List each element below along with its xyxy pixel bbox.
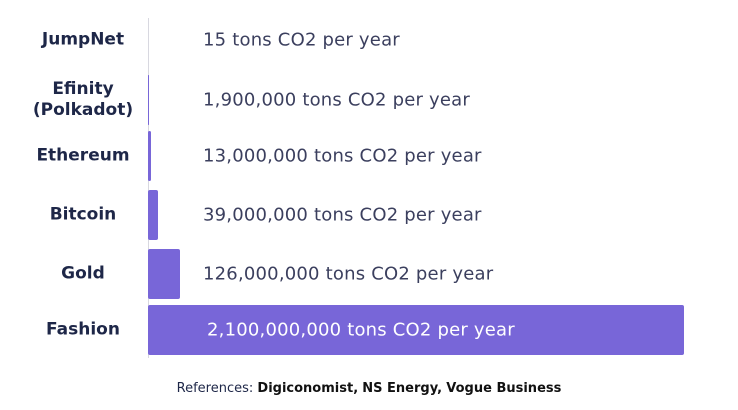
category-label: Efinity (Polkadot) xyxy=(32,79,134,120)
category-label: JumpNet xyxy=(41,29,125,50)
value-label: 39,000,000 tons CO2 per year xyxy=(203,204,482,226)
bar xyxy=(148,131,152,181)
footer-label: References: xyxy=(176,381,254,396)
value-label: 1,900,000 tons CO2 per year xyxy=(203,89,470,111)
value-label: 15 tons CO2 per year xyxy=(203,29,400,51)
axis-line xyxy=(148,18,149,358)
value-label: 13,000,000 tons CO2 per year xyxy=(203,145,482,167)
source: Digiconomist, xyxy=(257,381,359,396)
category-label: Fashion xyxy=(46,319,120,340)
source: NS Energy, xyxy=(362,381,443,396)
value-label: 2,100,000,000 tons CO2 per year xyxy=(207,319,515,341)
footer: References: Digiconomist, NS Energy, Vog… xyxy=(0,381,738,396)
category-label: Bitcoin xyxy=(49,204,117,225)
value-label: 126,000,000 tons CO2 per year xyxy=(203,263,494,285)
source: Vogue Business xyxy=(446,381,562,396)
bar xyxy=(148,305,684,355)
category-label: Gold xyxy=(61,263,105,284)
bar xyxy=(148,190,158,240)
category-label: Ethereum xyxy=(36,145,130,166)
bar xyxy=(148,249,181,299)
